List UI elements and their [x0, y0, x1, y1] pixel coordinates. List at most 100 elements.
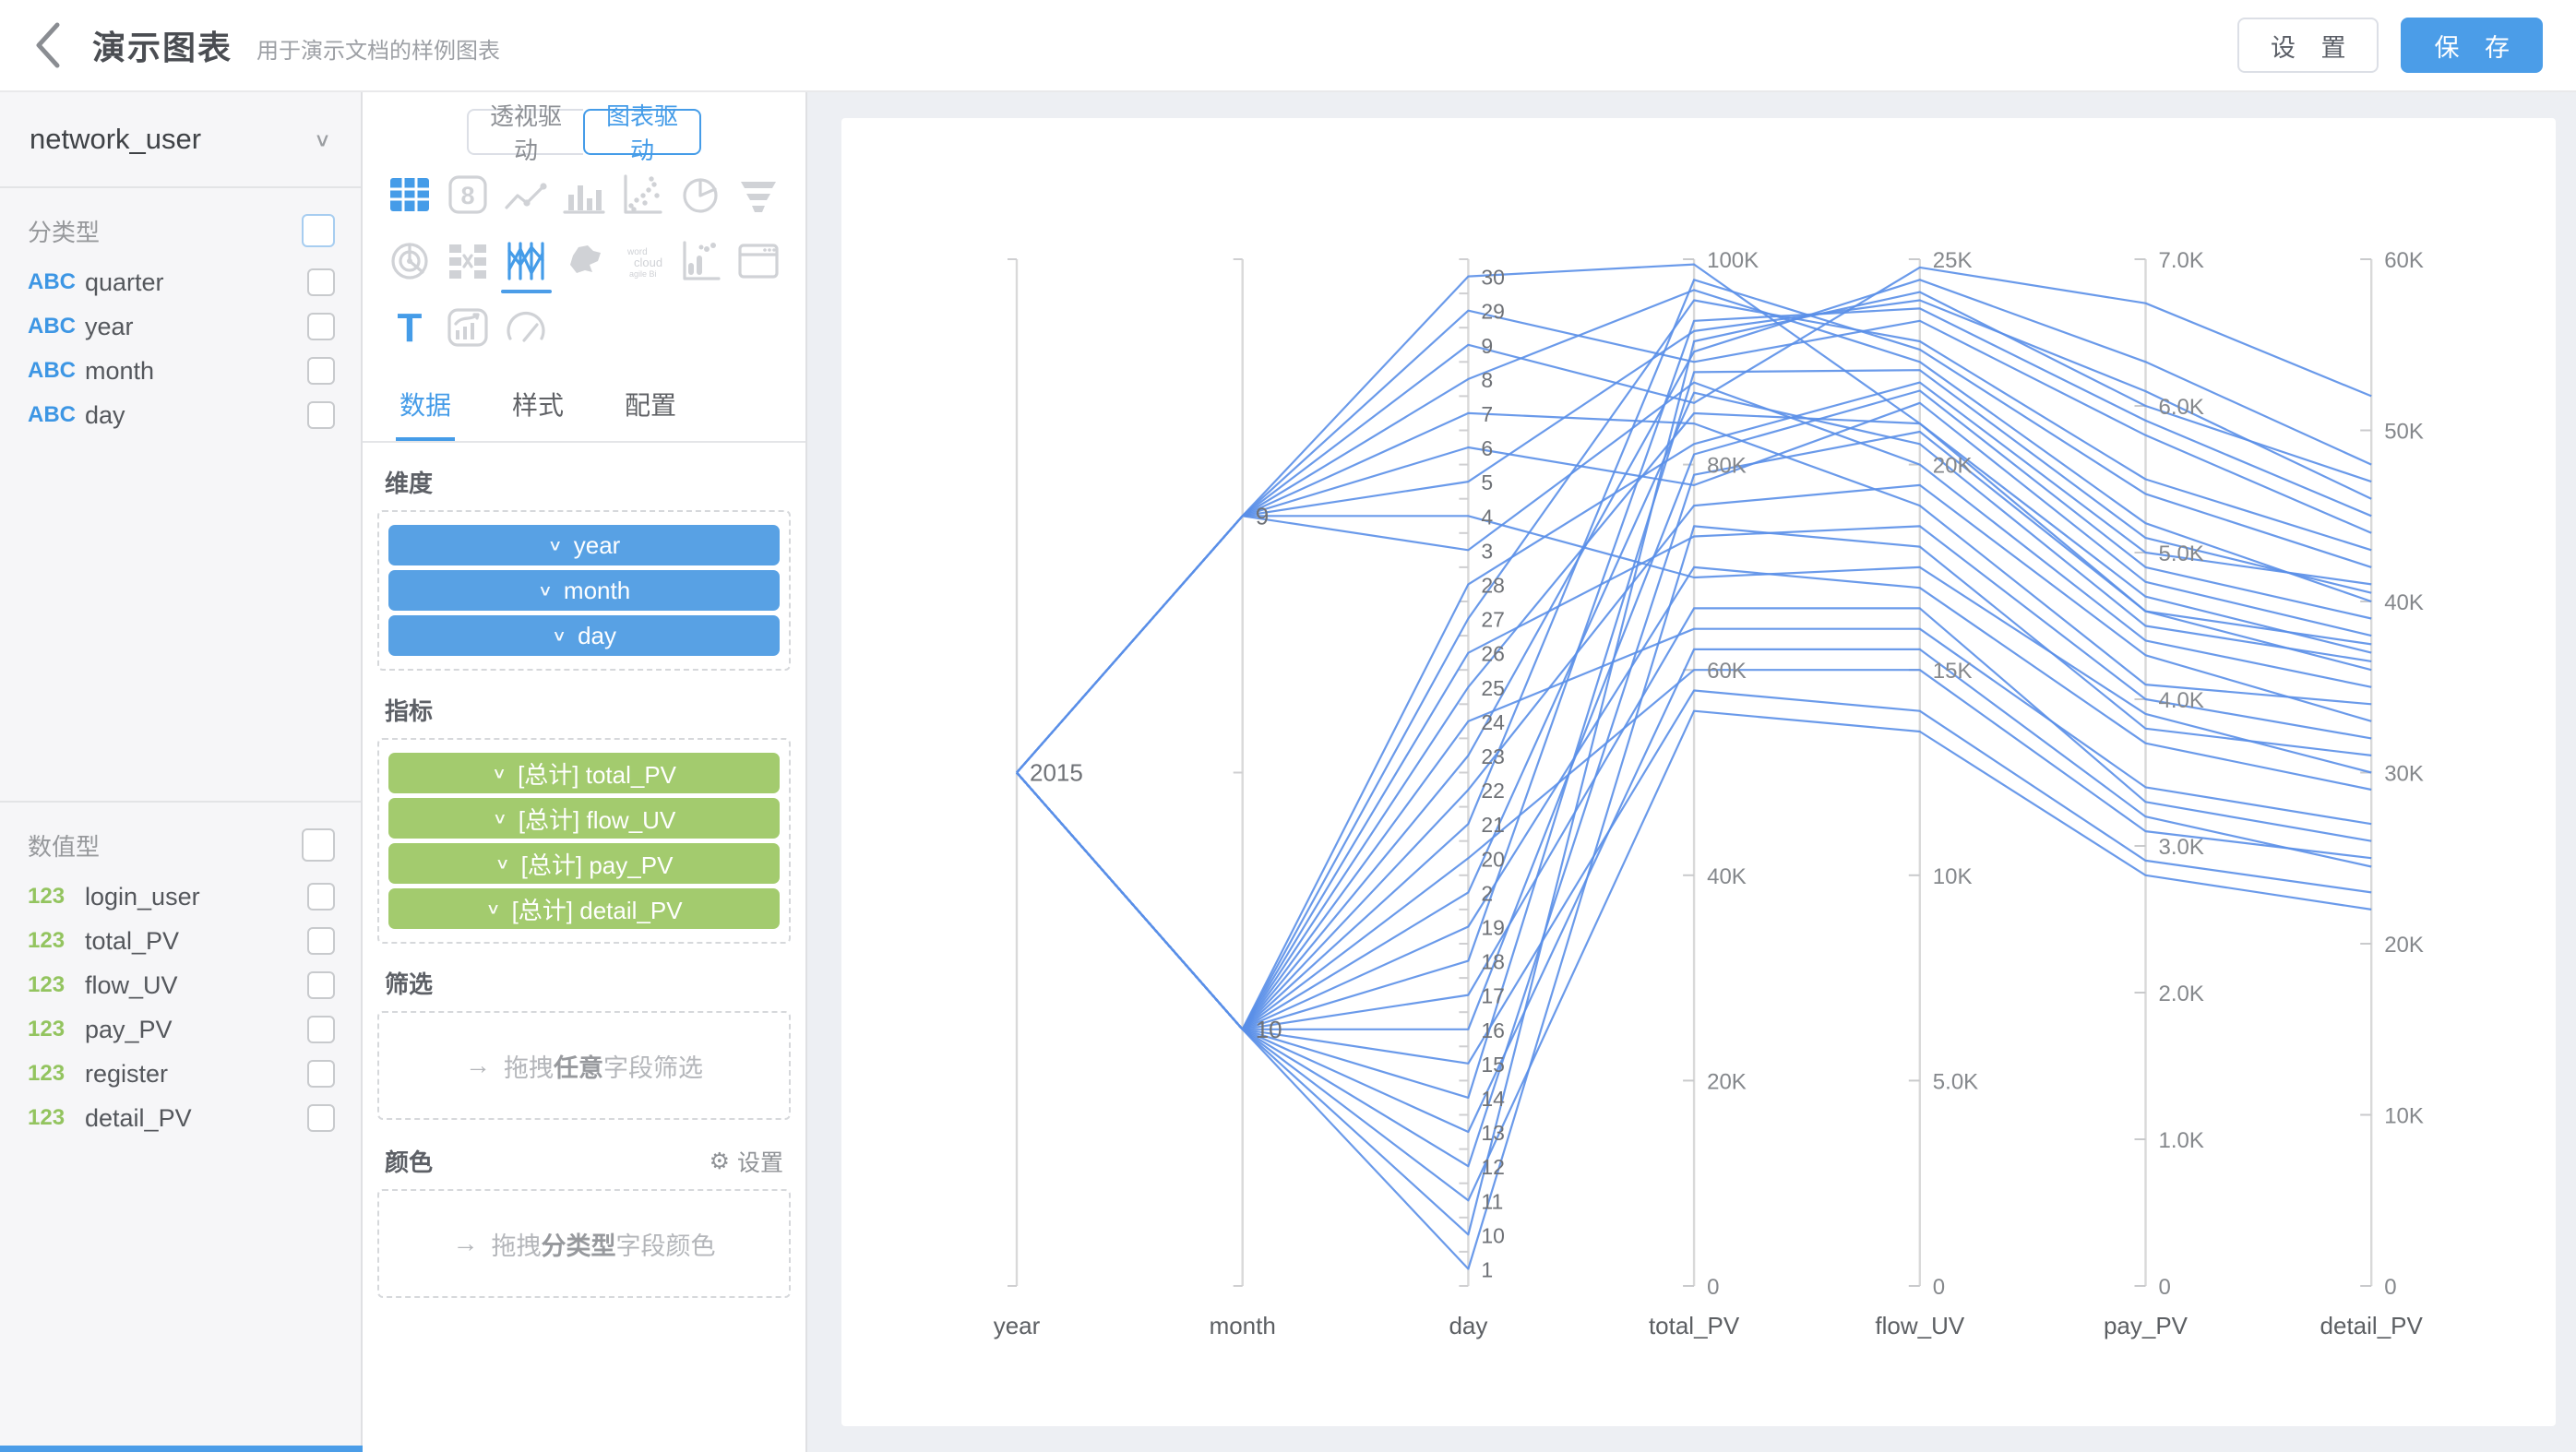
gauge-chart-icon[interactable]: [497, 299, 555, 356]
parallel-chart-icon[interactable]: [497, 232, 555, 293]
category-label: 20: [1481, 847, 1505, 871]
axis-name-label: pay_PV: [2104, 1312, 2188, 1339]
axis-tick-label: 0: [2384, 1275, 2396, 1300]
metric-pill[interactable]: ∨ [总计] pay_PV: [388, 843, 780, 884]
filter-section-title: 筛选: [385, 970, 434, 998]
field-sections: 分类型 ABC quarter ABC year ABC month ABC day 数值型 123…: [0, 188, 361, 1140]
tab-数据[interactable]: 数据: [396, 376, 456, 441]
metric-pill[interactable]: ∨ [总计] total_PV: [388, 753, 780, 793]
color-dropzone[interactable]: → 拖拽分类型字段颜色: [377, 1189, 791, 1298]
pie-chart-icon[interactable]: [672, 166, 730, 223]
chart-mode-button[interactable]: 图表驱动: [583, 102, 701, 164]
field-checkbox[interactable]: [307, 401, 335, 429]
parallel-line[interactable]: [1016, 381, 2372, 774]
sidebar-scrollbar[interactable]: [0, 1446, 363, 1452]
kpi-card-chart-icon[interactable]: 8: [439, 166, 497, 223]
pill-label: [总计] detail_PV: [511, 896, 683, 924]
field-checkbox[interactable]: [307, 927, 335, 955]
filter-dropzone[interactable]: → 拖拽任意字段筛选: [377, 1011, 791, 1120]
chevron-down-icon: ∨: [537, 581, 553, 599]
config-panel: 透视驱动 图表驱动 8 word cloud agile Bi T 数据 样式 配置 维度 …: [363, 92, 807, 1452]
category-label: 8: [1481, 368, 1493, 392]
pill-label: [总计] flow_UV: [518, 805, 676, 834]
axis-tick-label: 7.0K: [2159, 248, 2204, 273]
radar-chart-icon[interactable]: [381, 232, 439, 290]
field-checkbox[interactable]: [307, 357, 335, 385]
axis-tick-label: 6.0K: [2159, 395, 2204, 420]
axis-tick-label: 25K: [1933, 248, 1973, 273]
field-row-register[interactable]: 123 register: [0, 1052, 361, 1096]
metric-pill[interactable]: ∨ [总计] flow_UV: [388, 798, 780, 839]
dataset-selector[interactable]: network_user ∨: [0, 92, 361, 188]
field-checkbox[interactable]: [307, 313, 335, 340]
text-chart-icon[interactable]: T: [381, 299, 439, 356]
category-label: 10: [1256, 1016, 1282, 1043]
page-subtitle: 用于演示文档的样例图表: [256, 38, 501, 64]
field-row-detail_PV[interactable]: 123 detail_PV: [0, 1096, 361, 1140]
color-section-title: 颜色: [385, 1149, 434, 1176]
field-checkbox[interactable]: [307, 1060, 335, 1088]
field-row-total_PV[interactable]: 123 total_PV: [0, 919, 361, 963]
field-name: flow_UV: [85, 970, 178, 999]
funnel-chart-icon[interactable]: [730, 166, 788, 223]
parallel-coordinates-chart[interactable]: year month day total_PV flow_UV pay_PV detail_…: [841, 118, 2556, 1426]
table-chart-icon[interactable]: [381, 166, 439, 223]
sankey-chart-icon[interactable]: [439, 232, 497, 290]
category-label: 25: [1481, 676, 1505, 700]
tab-配置[interactable]: 配置: [625, 391, 677, 420]
line-chart-chart-icon[interactable]: [497, 166, 555, 223]
combo-chart-chart-icon[interactable]: [439, 299, 497, 356]
field-type-icon: ABC: [28, 314, 76, 339]
axis-tick-label: 3.0K: [2159, 835, 2204, 860]
color-settings-button[interactable]: ⚙ 设置: [710, 1145, 783, 1178]
main-area: network_user ∨ 分类型 ABC quarter ABC year ABC mo…: [0, 92, 2576, 1452]
svg-text:cloud: cloud: [634, 256, 662, 269]
dimension-pill[interactable]: ∨ year: [388, 525, 780, 565]
scatter-chart-icon[interactable]: [614, 166, 672, 223]
svg-text:8: 8: [460, 182, 474, 209]
tab-样式[interactable]: 样式: [512, 391, 565, 420]
back-button[interactable]: [33, 19, 74, 71]
field-row-quarter[interactable]: ABC quarter: [0, 260, 361, 304]
chart-canvas: year month day total_PV flow_UV pay_PV detail_…: [807, 92, 2576, 1452]
field-name: quarter: [85, 268, 164, 296]
pivot-mode-button[interactable]: 透视驱动: [467, 102, 583, 164]
field-row-month[interactable]: ABC month: [0, 349, 361, 393]
category-label: 2: [1481, 881, 1493, 905]
axis-tick-label: 50K: [2384, 420, 2424, 445]
section-checkbox[interactable]: [302, 214, 335, 247]
axis-tick-label: 0: [1707, 1275, 1719, 1300]
field-checkbox[interactable]: [307, 268, 335, 296]
chart-type-grid: 8 word cloud agile Bi T: [363, 166, 805, 356]
word-cloud-chart-icon[interactable]: word cloud agile Bi: [614, 232, 672, 290]
field-row-day[interactable]: ABC day: [0, 393, 361, 437]
iframe-window-chart-icon[interactable]: [730, 232, 788, 290]
parallel-line[interactable]: [1016, 525, 2372, 1270]
field-row-flow_UV[interactable]: 123 flow_UV: [0, 963, 361, 1007]
axis-tick-label: 10K: [1933, 864, 1973, 889]
chevron-down-icon: ∨: [547, 536, 563, 553]
dimension-pill[interactable]: ∨ month: [388, 570, 780, 611]
field-row-pay_PV[interactable]: 123 pay_PV: [0, 1007, 361, 1052]
field-checkbox[interactable]: [307, 1104, 335, 1132]
fields-panel: network_user ∨ 分类型 ABC quarter ABC year ABC mo…: [0, 92, 363, 1452]
save-button[interactable]: 保 存: [2401, 18, 2543, 73]
bar-chart-chart-icon[interactable]: [555, 166, 614, 223]
dimension-dropzone[interactable]: ∨ year ∨ month ∨ day: [377, 510, 791, 671]
field-row-login_user[interactable]: 123 login_user: [0, 875, 361, 919]
field-type-icon: 123: [28, 884, 66, 909]
punch-card-chart-icon[interactable]: [672, 232, 730, 290]
category-label: 30: [1481, 266, 1505, 290]
category-label: 18: [1481, 950, 1505, 974]
settings-button[interactable]: 设 置: [2236, 18, 2379, 73]
dimension-pill[interactable]: ∨ day: [388, 615, 780, 656]
field-checkbox[interactable]: [307, 1016, 335, 1043]
category-label: 6: [1481, 436, 1493, 460]
field-row-year[interactable]: ABC year: [0, 304, 361, 349]
metric-pill[interactable]: ∨ [总计] detail_PV: [388, 888, 780, 929]
section-checkbox[interactable]: [302, 828, 335, 862]
field-checkbox[interactable]: [307, 883, 335, 910]
map-china-chart-icon[interactable]: [555, 232, 614, 290]
metric-dropzone[interactable]: ∨ [总计] total_PV ∨ [总计] flow_UV ∨ [总计] pay_PV ∨…: [377, 738, 791, 944]
field-checkbox[interactable]: [307, 971, 335, 999]
